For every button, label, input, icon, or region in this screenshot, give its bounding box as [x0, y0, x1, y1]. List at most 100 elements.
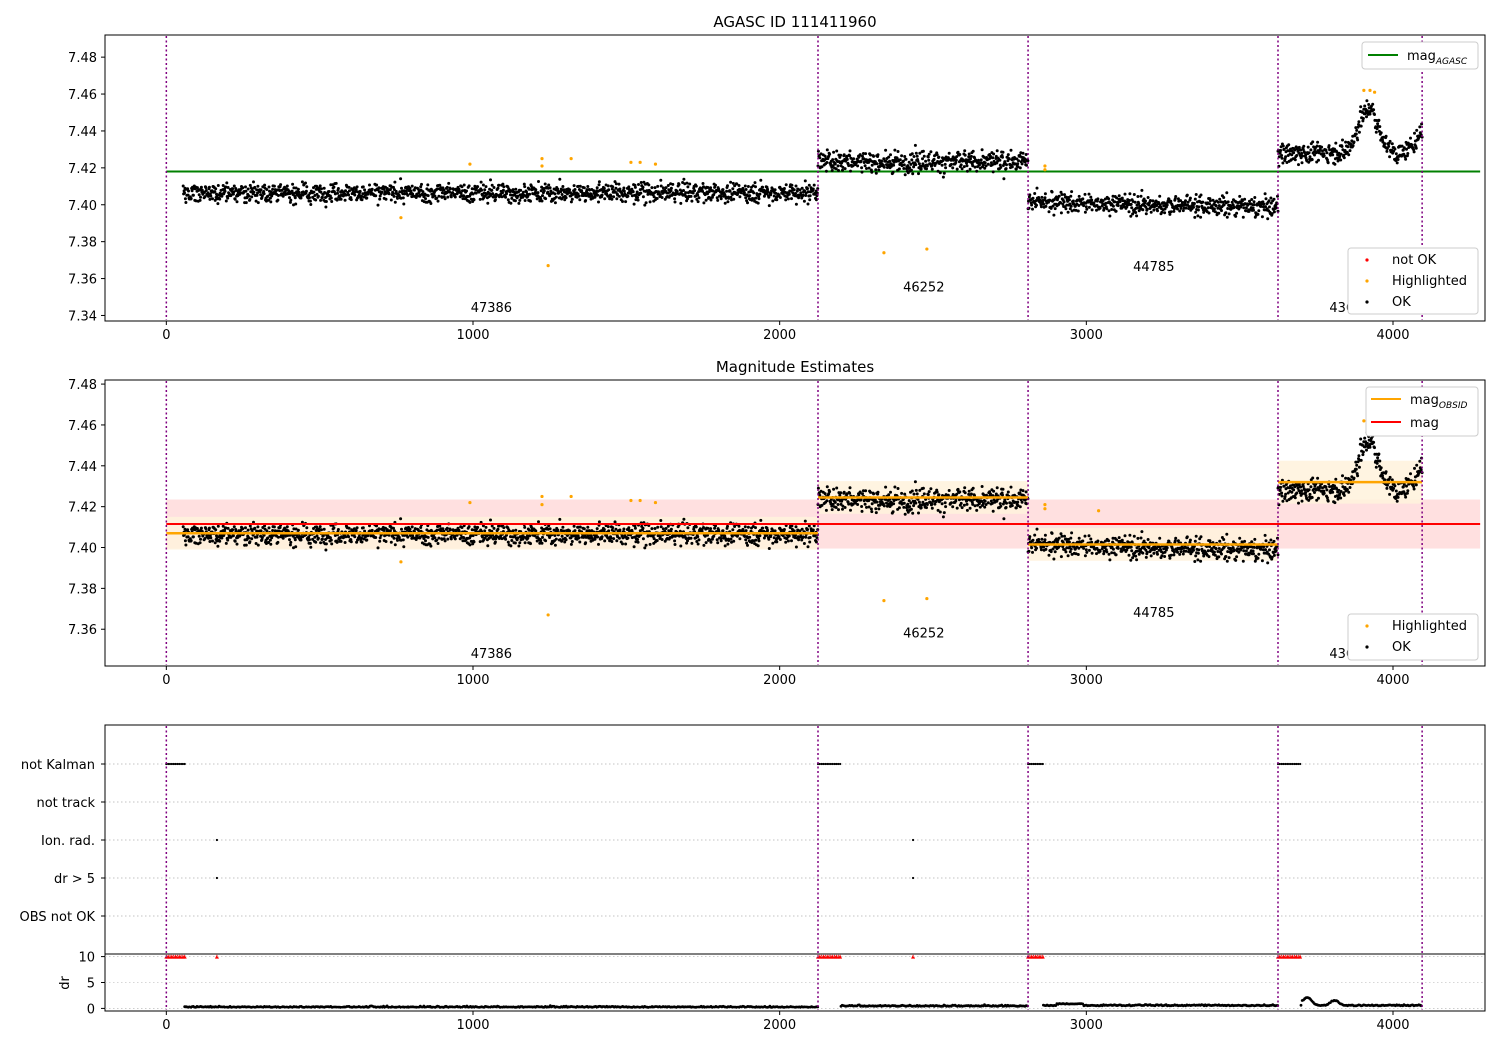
ok-point [908, 505, 912, 509]
ok-point [798, 188, 802, 192]
ok-point [719, 539, 723, 543]
ok-point [529, 542, 532, 546]
ok-point [489, 178, 492, 182]
ok-point [981, 163, 985, 167]
ok-point [1010, 504, 1014, 508]
ok-point [296, 528, 300, 532]
ok-point [1172, 207, 1176, 211]
ok-point [374, 536, 378, 539]
ok-point [1281, 161, 1285, 165]
ok-point [1110, 551, 1114, 555]
ok-point [851, 164, 855, 168]
ok-point [569, 542, 573, 546]
ok-point [389, 540, 393, 544]
ok-point [958, 490, 962, 494]
ok-point [526, 194, 530, 198]
ok-point [320, 537, 324, 541]
ok-point [1065, 203, 1069, 207]
ok-point [440, 191, 444, 195]
ok-point [336, 191, 339, 195]
ok-point [1185, 193, 1189, 197]
ok-point [1355, 128, 1359, 132]
ok-point [889, 153, 892, 157]
ok-point [1101, 199, 1105, 203]
ok-point [443, 539, 447, 543]
ok-point [617, 182, 621, 186]
ok-point [584, 199, 588, 202]
ok-point [1020, 500, 1024, 504]
ok-point [226, 526, 230, 530]
ok-point [510, 539, 514, 542]
ok-point [491, 192, 495, 196]
ok-point [459, 191, 463, 195]
y-tick-label: 7.42 [68, 162, 97, 177]
ok-point [1070, 531, 1074, 535]
ok-point [1016, 162, 1020, 166]
ok-point [636, 538, 640, 541]
ok-point [771, 199, 775, 203]
ok-point [517, 544, 521, 548]
ok-point [611, 185, 615, 189]
ok-point [368, 183, 371, 187]
ok-point [1043, 192, 1047, 196]
ok-point [1374, 130, 1378, 134]
ok-point [995, 486, 999, 490]
ok-point [971, 149, 975, 153]
ok-point [769, 191, 773, 195]
ok-point [1212, 207, 1216, 211]
ok-point [353, 535, 357, 539]
ok-point [847, 502, 851, 506]
ok-point [224, 541, 228, 545]
ok-point [824, 169, 828, 173]
ok-point [756, 544, 760, 548]
ok-point [1199, 215, 1203, 219]
ok-point [1356, 138, 1360, 142]
ok-point [501, 191, 504, 195]
ok-point [874, 507, 878, 511]
ok-point [526, 536, 530, 540]
ok-point [912, 165, 916, 169]
ok-point [1071, 199, 1075, 203]
ok-point [419, 185, 423, 189]
ok-point [647, 183, 651, 187]
ok-point [378, 197, 382, 201]
ok-point [186, 187, 190, 191]
ok-point [288, 538, 291, 542]
ok-point [376, 546, 380, 550]
ok-point [316, 194, 320, 198]
ok-point [892, 502, 896, 506]
ok-point [597, 200, 600, 204]
ok-point [378, 194, 382, 198]
ok-point [835, 149, 839, 153]
ok-point [1256, 212, 1260, 216]
ok-point [930, 167, 934, 171]
ok-point [221, 184, 225, 187]
ok-point [869, 153, 872, 157]
ok-point [693, 189, 697, 193]
ok-point [784, 183, 788, 187]
ok-point [790, 197, 793, 201]
ok-point [806, 190, 810, 194]
ok-point [673, 197, 677, 201]
ok-point [247, 194, 251, 198]
ok-point [597, 180, 601, 184]
highlighted-point [468, 162, 472, 166]
ok-point [246, 528, 250, 532]
ok-point [322, 186, 326, 190]
panel-agasc-title: AGASC ID 111411960 [713, 13, 876, 31]
ok-point [564, 196, 568, 200]
ok-point [1250, 198, 1254, 201]
ok-point [913, 480, 917, 484]
ok-point [869, 490, 872, 494]
ok-point [214, 528, 218, 532]
ok-point [1128, 199, 1131, 202]
ok-point [1066, 554, 1070, 558]
ok-point [602, 528, 606, 531]
ok-point [925, 164, 929, 168]
ok-point [1184, 199, 1187, 203]
ok-point [942, 171, 946, 175]
ok-point [1308, 155, 1312, 159]
ok-point [1009, 485, 1013, 489]
ok-point [696, 535, 700, 539]
ok-point [968, 506, 972, 510]
